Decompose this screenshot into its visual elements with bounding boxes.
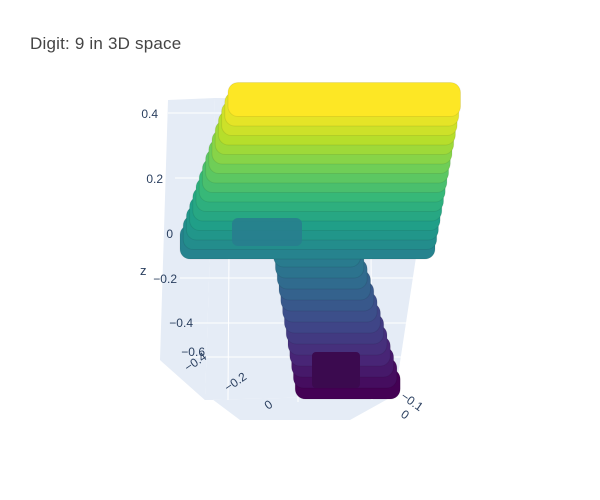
z-ticks: 0.4 0.2 0 −0.2 −0.4 −0.6 bbox=[141, 107, 205, 359]
chart-title: Digit: 9 in 3D space bbox=[30, 34, 182, 53]
floor-wall bbox=[160, 360, 395, 420]
digit-9-voxels bbox=[179, 82, 461, 400]
z-axis-title: z bbox=[140, 263, 147, 278]
z-tick: 0.2 bbox=[146, 172, 163, 186]
stem-base-detail bbox=[312, 352, 360, 388]
voxel-layer bbox=[227, 82, 461, 117]
z-tick: 0.4 bbox=[141, 107, 158, 121]
digit-loop-hole bbox=[232, 218, 302, 246]
z-tick: −0.6 bbox=[181, 345, 205, 359]
y-tick: −0.1 bbox=[398, 389, 426, 414]
y-ticks: −0.1 0 bbox=[398, 389, 426, 422]
z-tick: −0.4 bbox=[169, 316, 193, 330]
z-tick: 0 bbox=[166, 227, 173, 241]
y-tick: 0 bbox=[398, 407, 412, 422]
z-tick: −0.2 bbox=[153, 272, 177, 286]
